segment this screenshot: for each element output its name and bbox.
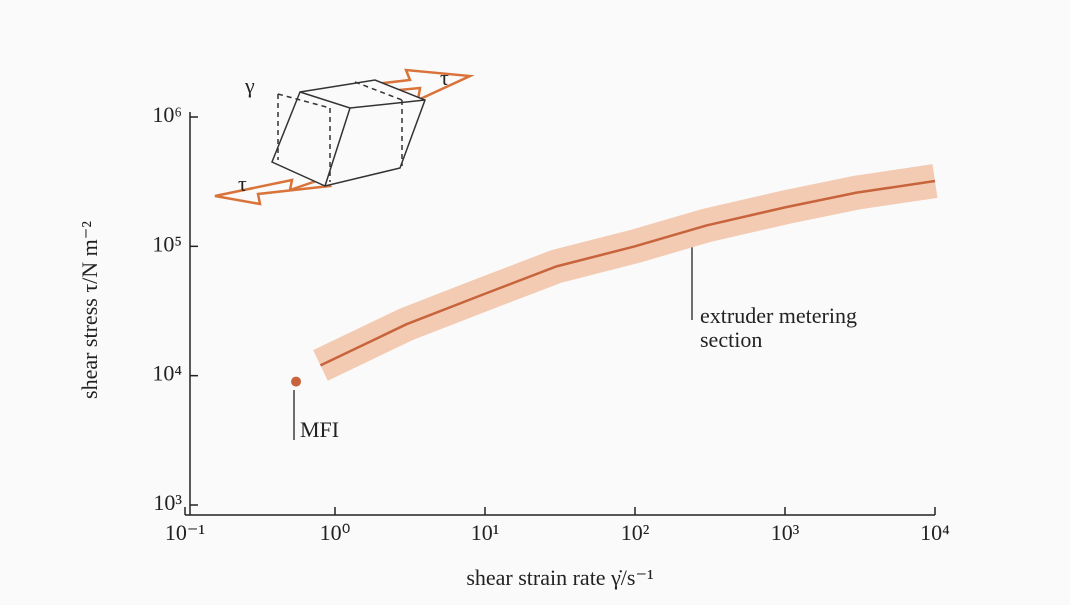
inset-label: τ	[238, 171, 247, 196]
x-axis-label: shear strain rate γ̇/s⁻¹	[466, 565, 653, 590]
annotation: extruder metering	[700, 303, 857, 328]
annotation: section	[700, 327, 762, 352]
original-block	[277, 81, 403, 182]
inset-label: γ	[244, 73, 255, 98]
x-tick-label: 10³	[771, 520, 800, 545]
y-tick-label: 10³	[153, 490, 182, 515]
y-tick-label: 10⁶	[152, 102, 182, 127]
x-tick-label: 10⁻¹	[165, 520, 205, 545]
inset-label: τ	[440, 65, 449, 90]
line	[319, 179, 936, 367]
block-edge	[324, 107, 351, 187]
inset-diagram	[214, 68, 475, 206]
point-label: MFI	[300, 417, 339, 442]
point	[291, 376, 302, 387]
line-band	[313, 164, 938, 381]
x-tick-label: 10²	[621, 520, 650, 545]
x-tick-label: 10⁰	[320, 520, 351, 545]
x-tick-label: 10¹	[471, 520, 500, 545]
y-tick-label: 10⁵	[152, 231, 182, 256]
y-tick-label: 10⁴	[152, 361, 182, 386]
shear-arrow	[214, 176, 333, 206]
block	[271, 79, 426, 187]
y-axis-label: shear stress τ/N m⁻²	[77, 221, 102, 399]
x-tick-label: 10⁴	[920, 520, 950, 545]
